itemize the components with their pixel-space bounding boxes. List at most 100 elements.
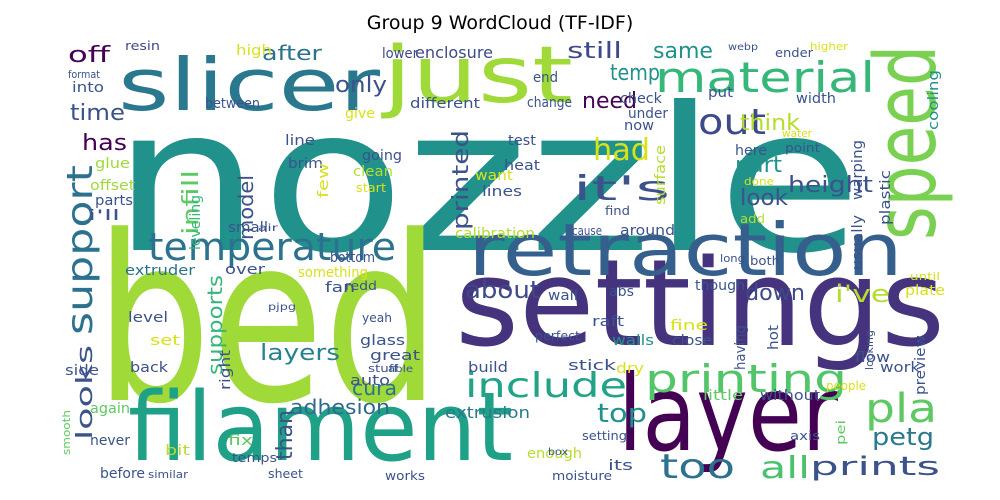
word: works	[385, 469, 425, 483]
word: before	[100, 466, 145, 482]
chart-title: Group 9 WordCloud (TF-IDF)	[367, 12, 634, 34]
word: clean	[353, 164, 393, 180]
word: something	[298, 265, 368, 281]
word: top	[597, 399, 647, 429]
word: same	[653, 39, 713, 64]
word: lower	[382, 46, 418, 62]
word: between	[205, 96, 260, 112]
word: abs	[609, 284, 634, 300]
word: done	[744, 175, 774, 188]
word: calibration	[455, 226, 535, 242]
word: looks	[73, 345, 98, 440]
word: filament	[128, 373, 513, 483]
word: layer	[618, 353, 839, 475]
word: than	[273, 410, 298, 460]
word: air	[258, 223, 279, 234]
word: now	[624, 118, 654, 134]
word: find	[605, 204, 630, 218]
word: think	[740, 111, 800, 136]
word: out	[698, 102, 766, 143]
word: flow	[855, 350, 890, 366]
word: different	[410, 96, 481, 112]
word: infill	[179, 170, 204, 235]
word: axis	[790, 429, 820, 443]
word: temperature	[148, 225, 396, 269]
word: layers	[260, 341, 340, 366]
word: looking	[863, 330, 876, 370]
word: point	[785, 141, 820, 155]
word: change	[527, 95, 572, 111]
word: bottom	[330, 250, 375, 266]
word: until	[910, 270, 940, 283]
word: only	[335, 73, 387, 98]
word: fix	[228, 433, 253, 449]
word: include	[465, 366, 627, 406]
word: raft	[592, 314, 625, 330]
word: enclosure	[415, 43, 493, 62]
word: stick	[568, 358, 617, 374]
word: pei	[834, 420, 848, 445]
word: it's	[573, 169, 670, 209]
word: plate	[905, 283, 945, 299]
word: though	[695, 278, 745, 294]
word: having	[733, 325, 749, 370]
word: preview	[913, 335, 929, 395]
word: end	[533, 70, 558, 86]
word: resin	[125, 39, 160, 53]
word: heat	[504, 158, 541, 174]
word: i'll	[88, 208, 120, 224]
word: webp	[728, 42, 758, 53]
word: cura	[352, 376, 397, 400]
word: fan	[325, 280, 355, 296]
word: need	[582, 89, 637, 114]
word: settings	[455, 235, 945, 374]
word: speed	[857, 45, 956, 240]
word: higher	[810, 40, 849, 53]
word: format	[68, 68, 101, 81]
word: over	[225, 262, 265, 278]
word: glass	[360, 333, 405, 349]
word: part	[735, 153, 782, 178]
word: auto	[350, 373, 390, 389]
word: just	[380, 31, 573, 121]
word: check	[620, 91, 663, 107]
word: people	[826, 379, 866, 393]
word: yeah	[362, 311, 392, 325]
word: level	[128, 310, 168, 326]
word: long	[720, 252, 745, 265]
word: few	[316, 163, 332, 198]
word: parts	[95, 193, 133, 209]
word: petg	[872, 423, 934, 451]
word: its	[608, 458, 633, 474]
word: i've	[835, 280, 890, 308]
word: too	[660, 447, 735, 487]
word: sheet	[268, 467, 303, 481]
word: fine	[670, 318, 708, 334]
word: stuff	[368, 362, 398, 375]
word: warping	[850, 140, 866, 200]
word: time	[70, 101, 125, 126]
word: nozzle	[112, 65, 862, 298]
word: bit	[165, 443, 191, 459]
word: again	[90, 401, 130, 417]
word: about	[465, 276, 540, 304]
word: after	[262, 41, 323, 65]
word: add	[740, 212, 765, 226]
word: under	[628, 106, 668, 122]
word: extruder	[125, 263, 195, 279]
word: printing	[645, 357, 847, 401]
word: small	[228, 220, 268, 236]
word: prints	[810, 452, 940, 482]
word: plastic	[878, 170, 894, 225]
word: able	[388, 364, 413, 375]
word: supports	[203, 275, 227, 375]
word: cooling	[926, 70, 942, 130]
word: little	[703, 388, 743, 404]
word: close	[672, 333, 712, 349]
word: water	[782, 127, 812, 140]
word: great	[370, 348, 421, 364]
word: off	[68, 43, 111, 68]
word: all	[760, 451, 810, 486]
